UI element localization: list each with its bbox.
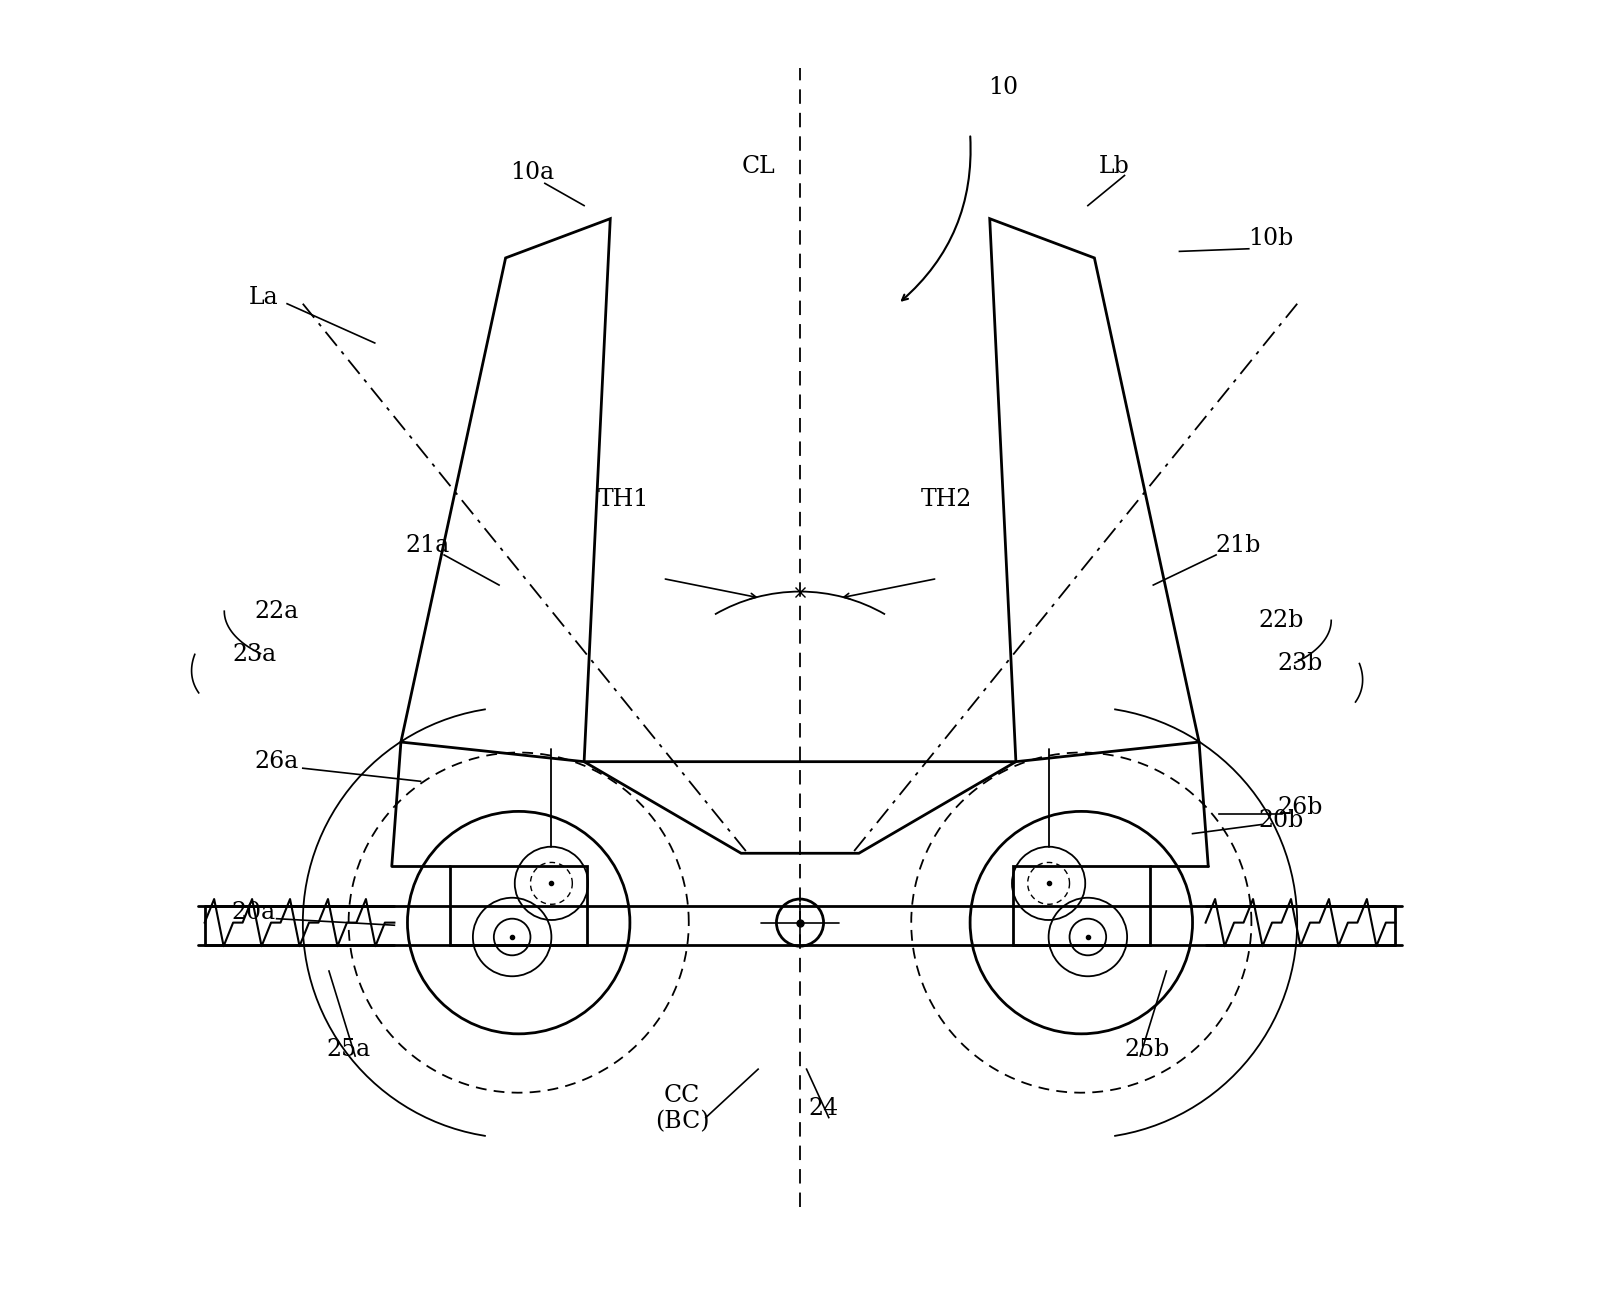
- Text: 26b: 26b: [1277, 796, 1323, 819]
- Text: TH1: TH1: [598, 489, 650, 511]
- Bar: [1013, 866, 1150, 945]
- Text: 24: 24: [808, 1097, 838, 1120]
- Bar: [450, 866, 587, 945]
- Text: 23b: 23b: [1277, 652, 1323, 675]
- Text: 20a: 20a: [230, 900, 275, 924]
- Text: 10a: 10a: [510, 162, 554, 184]
- Text: 20b: 20b: [1259, 809, 1304, 832]
- Text: 21b: 21b: [1216, 535, 1261, 557]
- Text: CC
(BC): CC (BC): [654, 1084, 709, 1133]
- Text: 23a: 23a: [232, 643, 277, 666]
- Text: 21a: 21a: [405, 535, 450, 557]
- Text: Lb: Lb: [1099, 155, 1130, 177]
- Text: 10: 10: [987, 76, 1018, 100]
- Text: CL: CL: [741, 155, 774, 177]
- Text: TH2: TH2: [922, 489, 973, 511]
- Text: 25b: 25b: [1125, 1038, 1170, 1060]
- Text: 25a: 25a: [326, 1038, 371, 1060]
- Text: 10b: 10b: [1248, 227, 1294, 250]
- Text: 22a: 22a: [254, 599, 299, 623]
- Text: 26a: 26a: [254, 750, 299, 773]
- Text: 22b: 22b: [1259, 608, 1304, 632]
- Text: La: La: [248, 285, 278, 309]
